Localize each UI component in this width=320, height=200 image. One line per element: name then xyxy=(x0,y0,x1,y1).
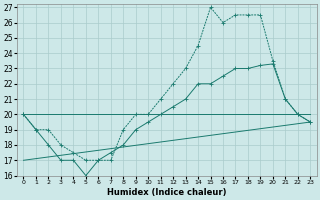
X-axis label: Humidex (Indice chaleur): Humidex (Indice chaleur) xyxy=(107,188,227,197)
